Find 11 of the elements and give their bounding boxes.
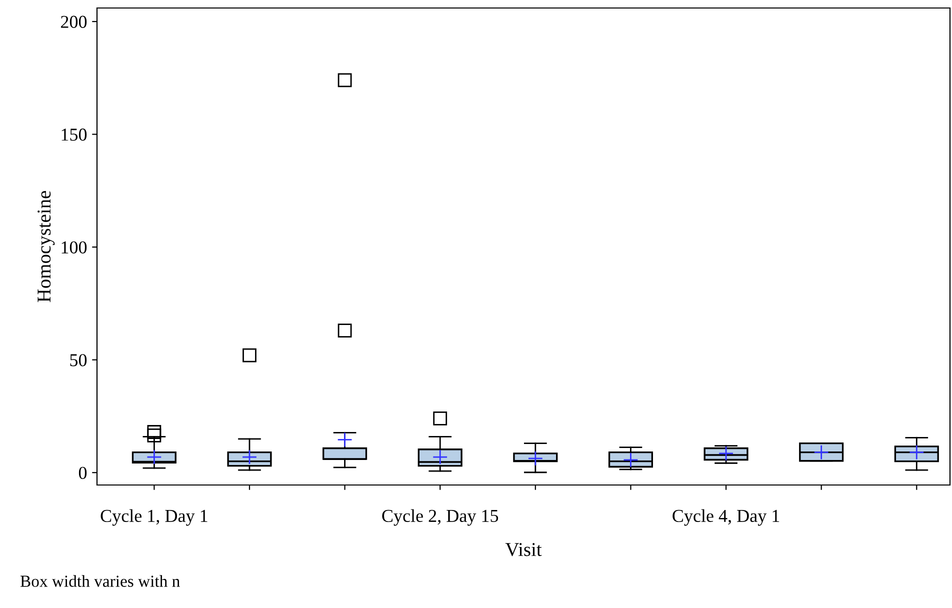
- y-tick-label: 100: [62, 241, 87, 254]
- x-tick-label: Cycle 4, Day 1: [672, 509, 780, 526]
- y-tick-label: 200: [60, 16, 87, 28]
- y-tick-label: 50: [70, 354, 87, 366]
- x-axis-title: Visit: [505, 543, 542, 556]
- y-tick-label: 0: [78, 466, 87, 480]
- text: Box width varies with n: [20, 575, 180, 587]
- y-tick-label: 150: [62, 128, 87, 141]
- x-tick-label: Cycle 2, Day 15: [382, 509, 498, 526]
- x-tick-label: Cycle 1, Day 1: [100, 509, 208, 526]
- y-axis-title: Homocysteine: [38, 191, 55, 302]
